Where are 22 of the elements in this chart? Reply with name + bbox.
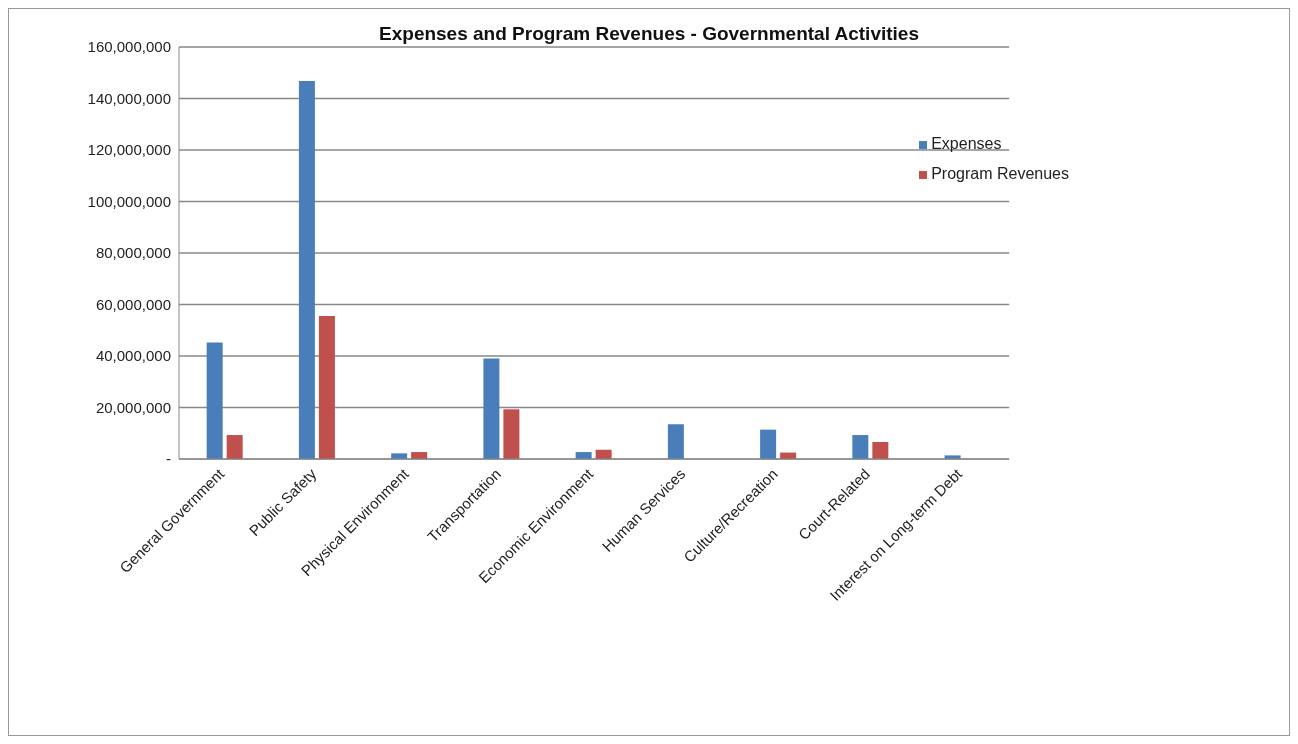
y-tick-label: 140,000,000 — [87, 89, 171, 107]
bar — [503, 409, 520, 459]
y-tick-label: 80,000,000 — [95, 244, 171, 262]
legend-label: Expenses — [931, 135, 1002, 152]
y-tick-label: 20,000,000 — [95, 398, 171, 416]
bar — [298, 80, 315, 459]
bar — [226, 435, 243, 459]
y-tick-label: - — [166, 450, 171, 468]
bar — [483, 358, 500, 459]
y-tick-label: 100,000,000 — [87, 192, 171, 210]
bar — [760, 429, 777, 459]
bar — [872, 442, 889, 459]
y-tick-label: 60,000,000 — [95, 295, 171, 313]
chart-title: Expenses and Program Revenues - Governmental Activities — [379, 23, 919, 44]
bar — [667, 424, 684, 459]
legend-label: Program Revenues — [931, 165, 1069, 182]
bar — [852, 435, 869, 459]
bar — [206, 342, 223, 459]
y-tick-label: 40,000,000 — [95, 347, 171, 365]
y-tick-label: 120,000,000 — [87, 141, 171, 159]
bar — [318, 316, 335, 459]
y-tick-label: 160,000,000 — [87, 38, 171, 56]
